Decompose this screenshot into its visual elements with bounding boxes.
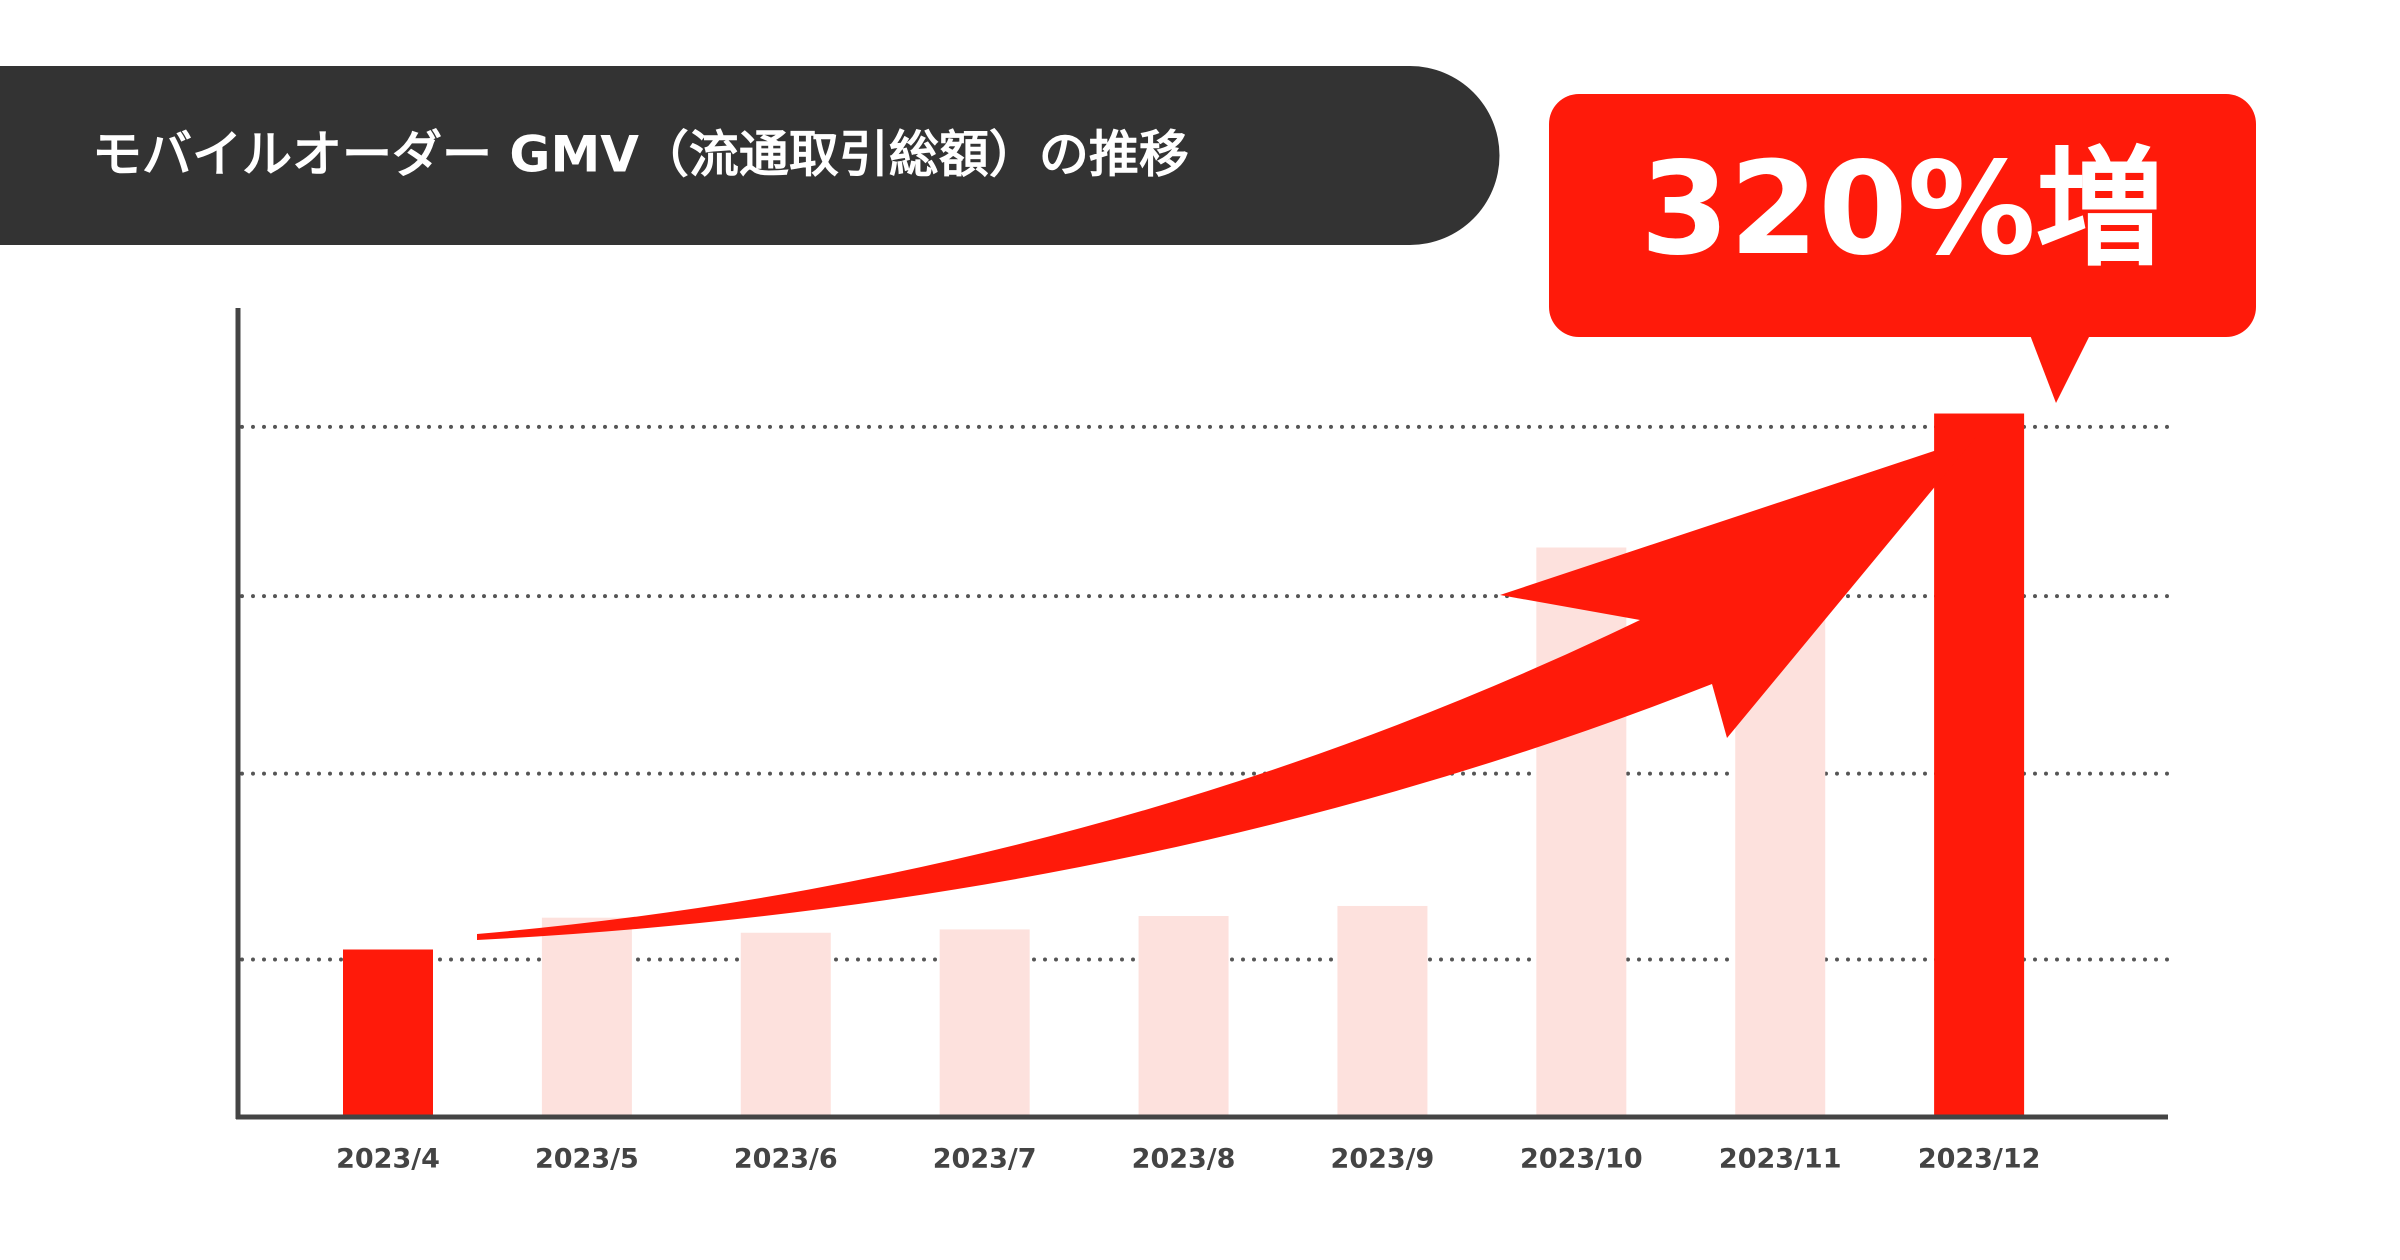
x-tick-label: 2023/9 bbox=[1331, 1144, 1435, 1175]
bar bbox=[1337, 905, 1428, 1117]
x-tick-label: 2023/10 bbox=[1520, 1144, 1643, 1175]
callout-pointer bbox=[2030, 335, 2090, 403]
chart-title: モバイルオーダー GMV（流通取引総額）の推移 bbox=[92, 126, 1189, 184]
bar bbox=[1138, 916, 1229, 1117]
x-tick-label: 2023/11 bbox=[1719, 1144, 1842, 1175]
callout-box bbox=[1549, 94, 2256, 337]
x-tick-label: 2023/4 bbox=[336, 1144, 440, 1175]
bar bbox=[740, 932, 831, 1117]
x-tick-label: 2023/5 bbox=[535, 1144, 639, 1175]
x-tick-label: 2023/8 bbox=[1132, 1144, 1236, 1175]
callout-text: 320%増 bbox=[1640, 135, 2163, 284]
x-tick-label: 2023/6 bbox=[734, 1144, 838, 1175]
bar bbox=[939, 929, 1030, 1117]
bar bbox=[1934, 413, 2025, 1117]
bar bbox=[343, 949, 433, 1117]
x-tick-label: 2023/12 bbox=[1918, 1144, 2041, 1175]
growth-arrow bbox=[477, 437, 1976, 940]
callout: 320%増 bbox=[1549, 94, 2256, 403]
title-banner bbox=[0, 66, 1500, 245]
x-tick-label: 2023/7 bbox=[933, 1144, 1037, 1175]
bar bbox=[541, 917, 632, 1117]
